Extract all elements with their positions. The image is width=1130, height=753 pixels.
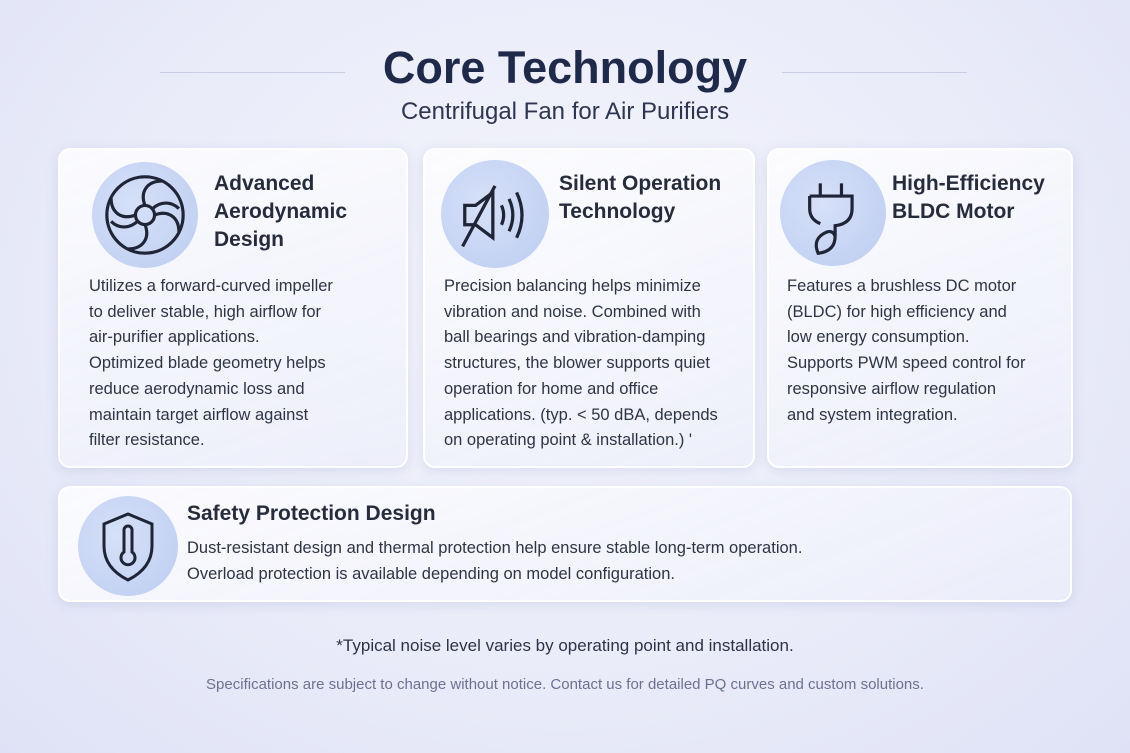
shield-thermometer-icon <box>78 496 178 596</box>
title-rule-right <box>782 72 967 73</box>
card-description: Precision balancing helps minimize vibrat… <box>444 277 718 450</box>
page-subtitle: Centrifugal Fan for Air Purifiers <box>400 98 730 125</box>
fan-icon <box>92 162 198 268</box>
card-title: High-Efficiency BLDC Motor <box>892 172 1045 223</box>
card-bldc: High-Efficiency BLDC Motor Features a bru… <box>767 148 1073 468</box>
card-aerodynamic: Advanced Aerodynamic Design Utilizes a for… <box>58 148 408 468</box>
card-title: Silent Operation Technology <box>559 172 722 223</box>
card-title: Advanced Aerodynamic Design <box>214 172 348 251</box>
card-title: Safety Protection Design <box>187 502 436 525</box>
page-title: Core Technology <box>382 42 748 93</box>
card-safety: Safety Protection Design Dust-resistant … <box>58 486 1072 602</box>
card-description: Dust-resistant design and thermal protec… <box>187 539 803 583</box>
plug-leaf-icon <box>780 160 886 266</box>
title-rule-left <box>160 72 345 73</box>
card-description: Features a brushless DC motor (BLDC) for … <box>787 277 1026 424</box>
noise-footnote: *Typical noise level varies by operating… <box>336 636 794 655</box>
speaker-muted-icon <box>441 160 549 268</box>
disclaimer: Specifications are subject to change wit… <box>206 676 924 693</box>
card-description: Utilizes a forward-curved impeller to del… <box>89 277 333 450</box>
card-silent: Silent Operation Technology Precision bal… <box>423 148 755 468</box>
